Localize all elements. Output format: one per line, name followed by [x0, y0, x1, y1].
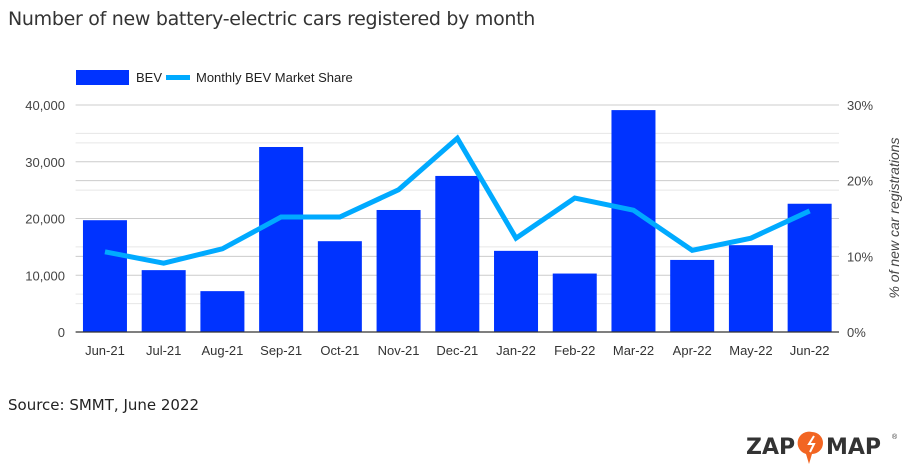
- x-tick-label: Dec-21: [436, 343, 478, 358]
- x-tick-label: Aug-21: [201, 343, 243, 358]
- legend-bev-swatch: [76, 70, 129, 85]
- x-tick-label: Feb-22: [554, 343, 595, 358]
- x-tick-label: May-22: [729, 343, 772, 358]
- bar-feb-22: [552, 273, 597, 332]
- bar-may-22: [728, 245, 773, 332]
- x-tick-label: Mar-22: [613, 343, 654, 358]
- y-right-tick-label: 20%: [847, 174, 873, 189]
- x-tick-label: Apr-22: [673, 343, 712, 358]
- legend-market-share-label: Monthly BEV Market Share: [196, 70, 353, 85]
- x-tick-label: Jun-22: [790, 343, 830, 358]
- bar-jul-21: [141, 270, 186, 332]
- x-tick-label: Sep-21: [260, 343, 302, 358]
- y-right-tick-label: 10%: [847, 249, 873, 264]
- svg-text:ZAP: ZAP: [746, 435, 795, 460]
- bar-aug-21: [200, 291, 245, 332]
- x-tick-label: Jul-21: [146, 343, 181, 358]
- chart: 0 10,000 20,000 30,000 40,000 0% 10% 20% 30% Jun-…: [25, 70, 902, 358]
- bar-dec-21: [435, 175, 480, 332]
- bar-jun-21: [82, 220, 127, 332]
- bar-apr-22: [670, 259, 715, 332]
- y-left-tick-label: 40,000: [25, 98, 65, 113]
- zapmap-logo: ZAP MAP ®: [746, 431, 898, 464]
- x-tick-label: Jun-21: [85, 343, 125, 358]
- bar-sep-21: [259, 146, 304, 332]
- y-right-tick-label: 0%: [847, 325, 866, 340]
- y-left-tick-label: 0: [58, 325, 65, 340]
- chart-title: Number of new battery-electric cars regi…: [8, 8, 536, 30]
- x-tick-label: Jan-22: [496, 343, 536, 358]
- bar-nov-21: [376, 209, 421, 332]
- y-right-tick-label: 30%: [847, 98, 873, 113]
- y-left-tick-label: 30,000: [25, 155, 65, 170]
- bar-jun-22: [787, 203, 832, 332]
- svg-text:®: ®: [892, 433, 898, 441]
- x-tick-label: Oct-21: [320, 343, 359, 358]
- legend-bev-label: BEV: [136, 70, 162, 85]
- x-tick-label: Nov-21: [378, 343, 420, 358]
- y-left-tick-label: 20,000: [25, 212, 65, 227]
- y-left-tick-label: 10,000: [25, 268, 65, 283]
- source-note: Source: SMMT, June 2022: [8, 396, 200, 414]
- svg-text:MAP: MAP: [826, 435, 881, 460]
- y-right-axis-label: % of new car registrations: [886, 137, 902, 298]
- bar-jan-22: [494, 250, 539, 332]
- bar-oct-21: [317, 241, 362, 332]
